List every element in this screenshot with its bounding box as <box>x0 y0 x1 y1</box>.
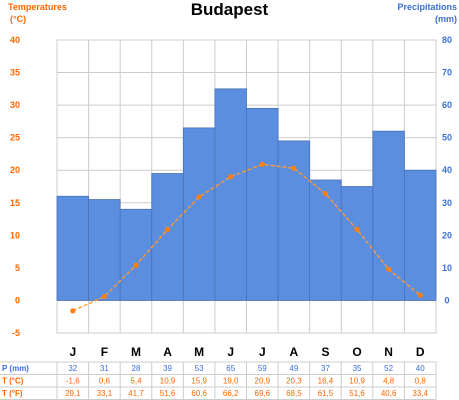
table-cell: 28 <box>132 364 141 373</box>
table-row-label: T (°F) <box>2 389 23 398</box>
left-tick-label: 40 <box>10 35 20 45</box>
right-tick-label: 20 <box>442 230 452 240</box>
month-label: D <box>416 345 425 359</box>
table-cell: 51,6 <box>349 389 365 398</box>
left-tick-label: 15 <box>10 198 20 208</box>
table-cell: 10,9 <box>349 377 365 386</box>
table-cell: 20,3 <box>286 377 302 386</box>
table-cell: 39 <box>163 364 172 373</box>
table-cell: 16,4 <box>318 377 334 386</box>
table-cell: 37 <box>321 364 330 373</box>
table-cell: 66,2 <box>223 389 239 398</box>
temperature-point <box>165 227 170 232</box>
table-cell: 15,9 <box>191 377 207 386</box>
left-tick-label: 25 <box>10 133 20 143</box>
table-cell: 32 <box>68 364 77 373</box>
temperature-point <box>291 166 296 171</box>
right-tick-label: 40 <box>442 165 452 175</box>
table-cell: 68,5 <box>286 389 302 398</box>
table-cell: 20,9 <box>255 377 271 386</box>
month-label: J <box>69 345 76 359</box>
precip-bar <box>373 131 405 300</box>
month-label: M <box>194 345 204 359</box>
precip-bar <box>247 108 279 300</box>
right-tick-label: 60 <box>442 100 452 110</box>
table-row-label: T (°C) <box>2 377 24 386</box>
right-tick-label: 80 <box>442 35 452 45</box>
table-cell: 40,6 <box>381 389 397 398</box>
table-cell: 53 <box>195 364 204 373</box>
precip-bar <box>57 196 89 300</box>
temperature-point <box>354 227 359 232</box>
temperature-point <box>228 174 233 179</box>
left-tick-label: 5 <box>15 263 20 273</box>
temperature-point <box>102 294 107 299</box>
table-cell: 35 <box>353 364 362 373</box>
month-label: A <box>163 345 172 359</box>
temperature-point <box>386 267 391 272</box>
table-cell: 69,6 <box>255 389 271 398</box>
table-cell: 29,1 <box>65 389 81 398</box>
precip-bar <box>120 209 152 300</box>
precip-bar <box>152 173 184 300</box>
left-tick-label: -5 <box>12 328 20 338</box>
right-tick-label: 30 <box>442 198 452 208</box>
precip-bar <box>183 128 215 301</box>
table-cell: 0,6 <box>99 377 111 386</box>
table-cell: 60,6 <box>191 389 207 398</box>
right-tick-label: 0 <box>444 295 449 305</box>
month-label: F <box>101 345 108 359</box>
temperature-point <box>197 194 202 199</box>
precip-bar <box>215 89 247 301</box>
left-tick-label: 10 <box>10 230 20 240</box>
temperature-point <box>418 293 423 298</box>
table-cell: 33,4 <box>412 389 428 398</box>
month-label: S <box>321 345 329 359</box>
table-cell: 10,9 <box>160 377 176 386</box>
left-tick-label: 20 <box>10 165 20 175</box>
table-cell: 0,8 <box>415 377 427 386</box>
data-table: P (mm) 32 31 28 39 53 65 59 49 37 35 52 40 T (°C) -1,6… <box>0 362 436 400</box>
left-tick-label: 0 <box>15 295 20 305</box>
temperature-point <box>70 308 75 313</box>
table-cell: 61,5 <box>318 389 334 398</box>
precip-bar <box>404 170 436 300</box>
table-cell: 49 <box>289 364 298 373</box>
month-label: M <box>131 345 141 359</box>
month-label: J <box>259 345 266 359</box>
right-tick-label: 10 <box>442 263 452 273</box>
table-cell: 59 <box>258 364 267 373</box>
month-label: J <box>227 345 234 359</box>
precip-bar <box>278 141 310 301</box>
month-label: N <box>384 345 393 359</box>
table-cell: -1,6 <box>66 377 80 386</box>
table-cell: 33,1 <box>97 389 113 398</box>
table-cell: 52 <box>384 364 393 373</box>
temperature-point <box>323 191 328 196</box>
table-cell: 4,8 <box>383 377 395 386</box>
temperature-point <box>133 263 138 268</box>
table-cell: 51,6 <box>160 389 176 398</box>
table-cell: 19,0 <box>223 377 239 386</box>
table-cell: 31 <box>100 364 109 373</box>
temperature-point <box>260 162 265 167</box>
table-cell: 40 <box>416 364 425 373</box>
month-label: O <box>352 345 361 359</box>
table-cell: 5,4 <box>130 377 142 386</box>
precipitation-bars <box>57 89 436 301</box>
table-cell: 65 <box>226 364 235 373</box>
left-tick-label: 35 <box>10 68 20 78</box>
right-tick-label: 50 <box>442 133 452 143</box>
left-tick-label: 30 <box>10 100 20 110</box>
precip-bar <box>310 180 342 300</box>
right-tick-label: 70 <box>442 68 452 78</box>
table-cell: 41,7 <box>128 389 144 398</box>
table-row-label: P (mm) <box>2 364 29 373</box>
month-label: A <box>290 345 299 359</box>
